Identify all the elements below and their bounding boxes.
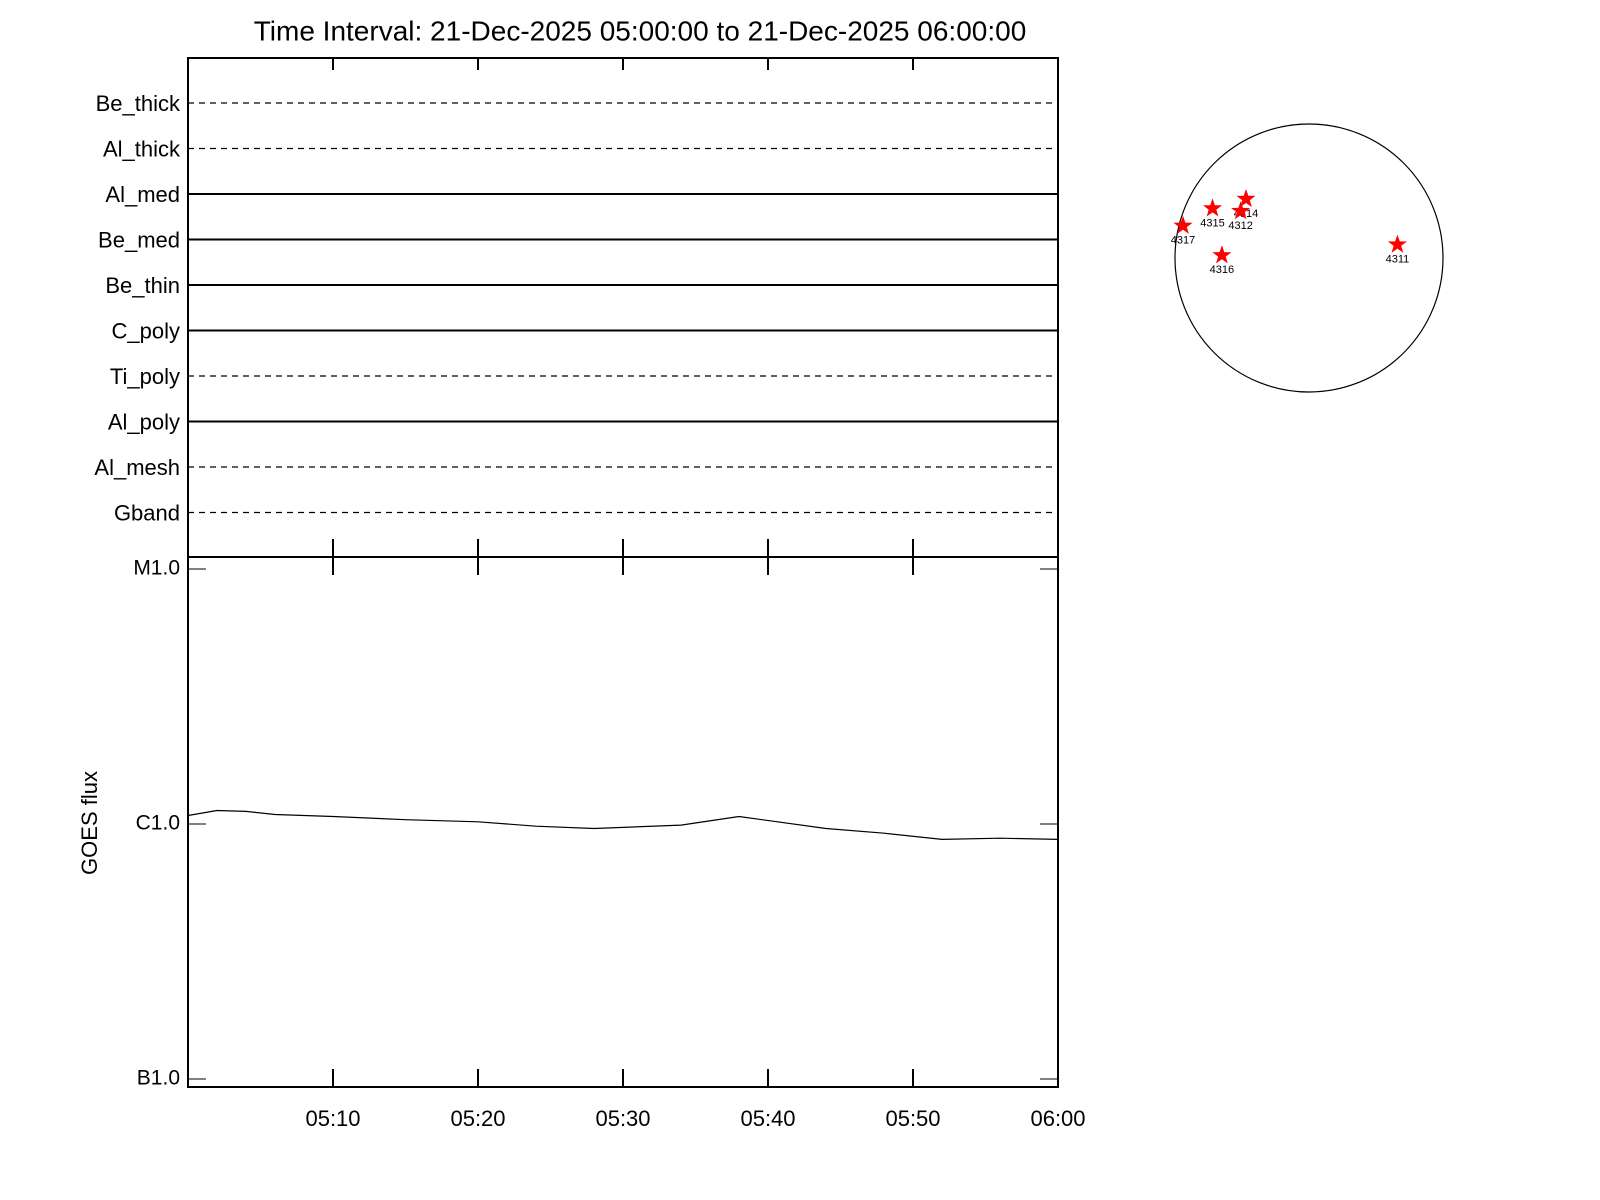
region-label: 4312 [1228,220,1252,232]
filter-label: Gband [114,500,180,525]
region-label: 4316 [1210,264,1234,276]
solar-disk [1174,123,1444,393]
region-label: 4315 [1200,217,1224,229]
filter-label: Be_med [98,227,180,252]
y-axis-label: GOES flux [77,771,102,875]
filter-label: Al_thick [103,136,181,161]
filter-label: Al_poly [108,409,180,434]
active-region [1203,198,1222,217]
y-tick-label: M1.0 [133,557,180,580]
filter-label: Ti_poly [110,364,180,389]
filter-label: C_poly [112,318,180,343]
x-tick-label: 05:30 [595,1106,650,1131]
goes-frame [187,556,1059,1088]
active-region [1387,234,1407,253]
active-region [1236,189,1256,208]
y-tick-label: C1.0 [136,812,180,835]
filter-label: Al_med [105,182,180,207]
region-label: 4311 [1386,254,1410,266]
timeline-frame [187,57,1059,558]
active-region [1212,245,1232,264]
filter-label: Be_thick [96,91,181,116]
x-tick-label: 05:40 [740,1106,795,1131]
y-tick-label: B1.0 [137,1067,180,1090]
x-tick-label: 05:50 [885,1106,940,1131]
x-tick-label: 05:20 [450,1106,505,1131]
active-region [1231,201,1251,220]
filter-label: Al_mesh [94,455,180,480]
x-tick-label: 05:10 [305,1106,360,1131]
x-tick-label: 06:00 [1030,1106,1085,1131]
chart-title: Time Interval: 21-Dec-2025 05:00:00 to 2… [254,15,1027,46]
filter-label: Be_thin [105,273,180,298]
goes-line [187,809,1059,841]
region-label: 4317 [1171,235,1195,247]
active-region [1173,215,1193,234]
